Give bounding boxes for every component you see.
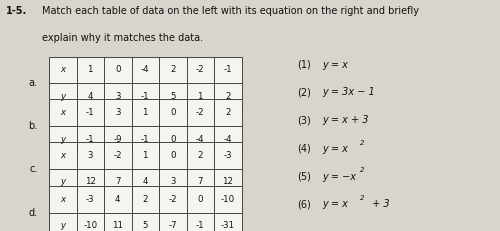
- Text: -1: -1: [141, 135, 150, 144]
- Text: y: y: [60, 135, 66, 144]
- Text: 7: 7: [198, 177, 203, 186]
- Text: -10: -10: [83, 221, 98, 230]
- Text: (2): (2): [298, 87, 312, 97]
- Text: y: y: [60, 221, 66, 230]
- Text: (1): (1): [298, 60, 311, 70]
- Text: c.: c.: [29, 164, 38, 174]
- Text: 2: 2: [142, 195, 148, 204]
- Text: 3: 3: [88, 151, 93, 160]
- Bar: [49, 142, 242, 195]
- Text: 0: 0: [115, 65, 120, 74]
- Text: 11: 11: [112, 221, 124, 230]
- Text: 3: 3: [115, 108, 120, 117]
- Text: -7: -7: [168, 221, 177, 230]
- Text: -31: -31: [220, 221, 235, 230]
- Text: 5: 5: [142, 221, 148, 230]
- Text: -4: -4: [224, 135, 232, 144]
- Text: 5: 5: [170, 92, 175, 101]
- Text: 4: 4: [115, 195, 120, 204]
- Text: y = x + 3: y = x + 3: [322, 115, 369, 125]
- Text: -9: -9: [114, 135, 122, 144]
- Text: 4: 4: [142, 177, 148, 186]
- Bar: [49, 99, 242, 152]
- Text: 7: 7: [115, 177, 120, 186]
- Text: 0: 0: [198, 195, 203, 204]
- Text: (3): (3): [298, 115, 311, 125]
- Text: 1: 1: [142, 151, 148, 160]
- Text: (6): (6): [298, 199, 311, 210]
- Text: 1-5.: 1-5.: [6, 6, 27, 16]
- Text: 2: 2: [225, 92, 230, 101]
- Text: explain why it matches the data.: explain why it matches the data.: [42, 33, 203, 43]
- Text: (5): (5): [298, 172, 312, 182]
- Text: 12: 12: [222, 177, 234, 186]
- Text: -4: -4: [141, 65, 150, 74]
- Text: y: y: [60, 177, 66, 186]
- Text: 3: 3: [115, 92, 120, 101]
- Text: y: y: [60, 92, 66, 101]
- Text: 4: 4: [88, 92, 93, 101]
- Text: x: x: [60, 65, 66, 74]
- Text: Match each table of data on the left with its equation on the right and briefly: Match each table of data on the left wit…: [42, 6, 420, 16]
- Text: -2: -2: [196, 65, 204, 74]
- Text: x: x: [60, 195, 66, 204]
- Text: -4: -4: [196, 135, 204, 144]
- Text: b.: b.: [28, 121, 38, 131]
- Text: 2: 2: [360, 195, 364, 201]
- Text: -1: -1: [224, 65, 232, 74]
- Text: 1: 1: [88, 65, 93, 74]
- Text: -2: -2: [114, 151, 122, 160]
- Text: y = x: y = x: [322, 199, 348, 210]
- Text: -1: -1: [86, 135, 94, 144]
- Text: -3: -3: [224, 151, 232, 160]
- Text: -1: -1: [196, 221, 204, 230]
- Text: 2: 2: [360, 140, 364, 146]
- Text: y = x: y = x: [322, 144, 348, 154]
- Text: 0: 0: [170, 135, 175, 144]
- Text: x: x: [60, 108, 66, 117]
- Text: d.: d.: [28, 207, 38, 218]
- Text: 2: 2: [225, 108, 230, 117]
- Bar: [49, 57, 242, 110]
- Text: 0: 0: [170, 151, 175, 160]
- Text: y = −x: y = −x: [322, 172, 356, 182]
- Text: 12: 12: [85, 177, 96, 186]
- Text: -2: -2: [196, 108, 204, 117]
- Text: 2: 2: [360, 167, 364, 173]
- Text: 2: 2: [198, 151, 203, 160]
- Text: 1: 1: [142, 108, 148, 117]
- Text: x: x: [60, 151, 66, 160]
- Text: (4): (4): [298, 144, 311, 154]
- Text: a.: a.: [28, 78, 38, 88]
- Text: -3: -3: [86, 195, 94, 204]
- Text: 3: 3: [170, 177, 175, 186]
- Text: + 3: + 3: [369, 199, 390, 210]
- Bar: [49, 186, 242, 231]
- Text: y = 3x − 1: y = 3x − 1: [322, 87, 375, 97]
- Text: 1: 1: [198, 92, 203, 101]
- Text: 0: 0: [170, 108, 175, 117]
- Text: y = x: y = x: [322, 60, 348, 70]
- Text: -1: -1: [141, 92, 150, 101]
- Text: -2: -2: [168, 195, 177, 204]
- Text: -10: -10: [220, 195, 235, 204]
- Text: -1: -1: [86, 108, 94, 117]
- Text: 2: 2: [170, 65, 175, 74]
